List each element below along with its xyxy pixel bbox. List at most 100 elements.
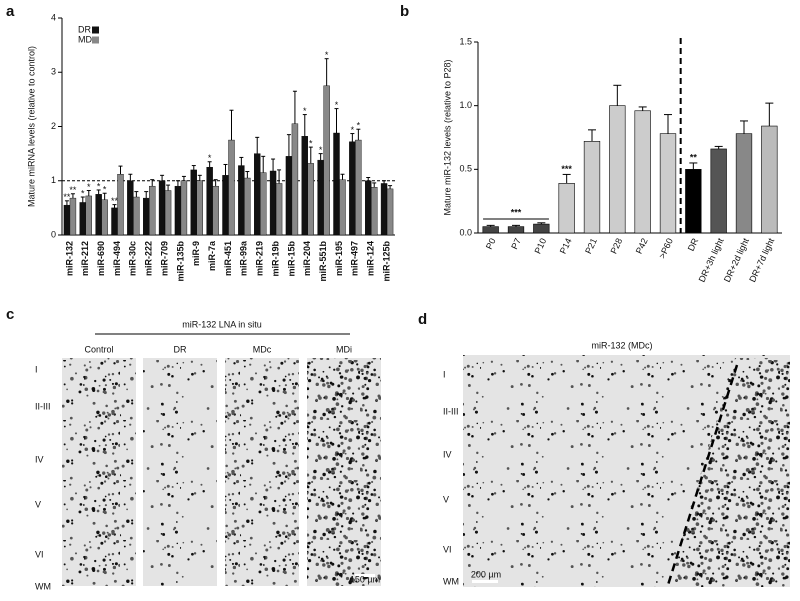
significance: ** bbox=[690, 152, 698, 162]
error-bar bbox=[239, 156, 244, 166]
bar bbox=[69, 197, 77, 236]
y-tick-label: 0.5 bbox=[459, 164, 472, 174]
error-bar bbox=[144, 191, 149, 199]
significance: * bbox=[319, 145, 323, 155]
error-bar bbox=[277, 169, 282, 184]
x-tick-label: miR-30c bbox=[128, 241, 138, 276]
y-axis-label: Mature miR-132 levels (relative to P28) bbox=[442, 59, 452, 215]
error-bar bbox=[128, 173, 133, 181]
y-axis-label: Mature miRNA levels (relative to control… bbox=[26, 46, 36, 207]
bar bbox=[222, 175, 229, 236]
bar bbox=[275, 183, 283, 236]
panel-label: a bbox=[6, 3, 15, 20]
bar bbox=[371, 187, 378, 236]
x-tick-label: miR-135b bbox=[175, 241, 185, 282]
bar bbox=[149, 185, 156, 236]
x-tick-label: miR-124 bbox=[366, 241, 376, 276]
x-tick-label: miR-451 bbox=[223, 241, 233, 276]
error-bar bbox=[102, 192, 107, 200]
x-tick-label: miR-125b bbox=[381, 241, 391, 282]
legend-swatch bbox=[92, 36, 99, 44]
error-bar bbox=[286, 134, 291, 157]
error-bar bbox=[223, 163, 228, 176]
error-bar bbox=[350, 133, 355, 142]
bar bbox=[685, 169, 702, 234]
x-tick-label: miR-497 bbox=[350, 241, 360, 276]
error-bar bbox=[134, 191, 139, 198]
bar bbox=[174, 185, 182, 236]
layer-label: VI bbox=[443, 544, 452, 554]
x-tick-label: miR-494 bbox=[112, 241, 122, 276]
bar bbox=[164, 190, 172, 236]
image-title: miR-132 (MDc) bbox=[591, 340, 652, 350]
error-bar bbox=[388, 185, 393, 189]
bar bbox=[301, 136, 308, 236]
panel-label: b bbox=[400, 3, 409, 20]
error-bar bbox=[340, 173, 345, 180]
significance: *** bbox=[561, 164, 572, 174]
bar bbox=[558, 183, 575, 234]
column-label: DR bbox=[174, 344, 187, 354]
layer-label: V bbox=[443, 494, 449, 504]
micrograph bbox=[143, 358, 217, 586]
bar bbox=[228, 139, 235, 236]
error-bar bbox=[689, 162, 698, 170]
error-bar bbox=[765, 102, 774, 127]
x-tick-label: miR-195 bbox=[334, 241, 344, 276]
error-bar bbox=[613, 84, 622, 106]
x-tick-label: miR-551b bbox=[318, 241, 328, 282]
layer-label: VI bbox=[35, 549, 44, 559]
x-tick-label: P42 bbox=[634, 237, 650, 256]
x-tick-label: miR-99a bbox=[239, 240, 249, 276]
x-tick-label: P7 bbox=[509, 237, 523, 251]
x-tick-label: P28 bbox=[608, 237, 624, 256]
error-bar bbox=[664, 114, 672, 134]
bar bbox=[317, 159, 324, 236]
bar bbox=[180, 180, 188, 236]
column-label: MDc bbox=[253, 344, 272, 354]
x-tick-label: miR-204 bbox=[302, 241, 312, 276]
x-tick-label: miR-212 bbox=[80, 241, 90, 276]
bar bbox=[158, 180, 166, 236]
error-bar bbox=[486, 224, 495, 227]
bar bbox=[634, 110, 651, 234]
x-tick-label: P0 bbox=[484, 237, 498, 251]
bar bbox=[355, 139, 362, 236]
significance: * bbox=[81, 188, 85, 198]
error-bar bbox=[112, 204, 117, 208]
significance: * bbox=[97, 181, 101, 191]
scale-bar bbox=[472, 580, 498, 583]
column-label: MDi bbox=[336, 344, 352, 354]
x-tick-label: DR+7d light bbox=[747, 236, 776, 284]
y-tick-label: 4 bbox=[51, 12, 56, 22]
error-bar bbox=[382, 180, 387, 184]
bar bbox=[95, 194, 102, 236]
error-bar bbox=[70, 193, 75, 199]
error-bar bbox=[64, 200, 69, 206]
error-bar bbox=[191, 165, 196, 170]
layer-label: WM bbox=[35, 581, 51, 591]
bar bbox=[269, 170, 277, 236]
error-bar bbox=[512, 224, 520, 227]
error-bar bbox=[197, 174, 202, 181]
bar bbox=[143, 197, 150, 236]
bar bbox=[761, 125, 778, 234]
bar bbox=[323, 85, 330, 236]
micrograph bbox=[307, 358, 381, 586]
error-bar bbox=[318, 153, 323, 161]
bar bbox=[63, 204, 71, 236]
y-tick-label: 1.5 bbox=[459, 36, 472, 46]
bar bbox=[710, 148, 727, 234]
y-tick-label: 3 bbox=[51, 67, 56, 77]
error-bar bbox=[638, 106, 647, 111]
dense-region bbox=[668, 358, 790, 587]
bar bbox=[735, 133, 753, 234]
x-tick-label: miR-709 bbox=[159, 241, 169, 276]
bar bbox=[339, 179, 346, 236]
bar bbox=[254, 153, 261, 236]
significance: * bbox=[309, 138, 313, 148]
error-bar bbox=[324, 58, 329, 86]
x-tick-label: miR-15b bbox=[286, 241, 296, 277]
error-bar bbox=[150, 179, 155, 187]
bar bbox=[507, 226, 525, 234]
